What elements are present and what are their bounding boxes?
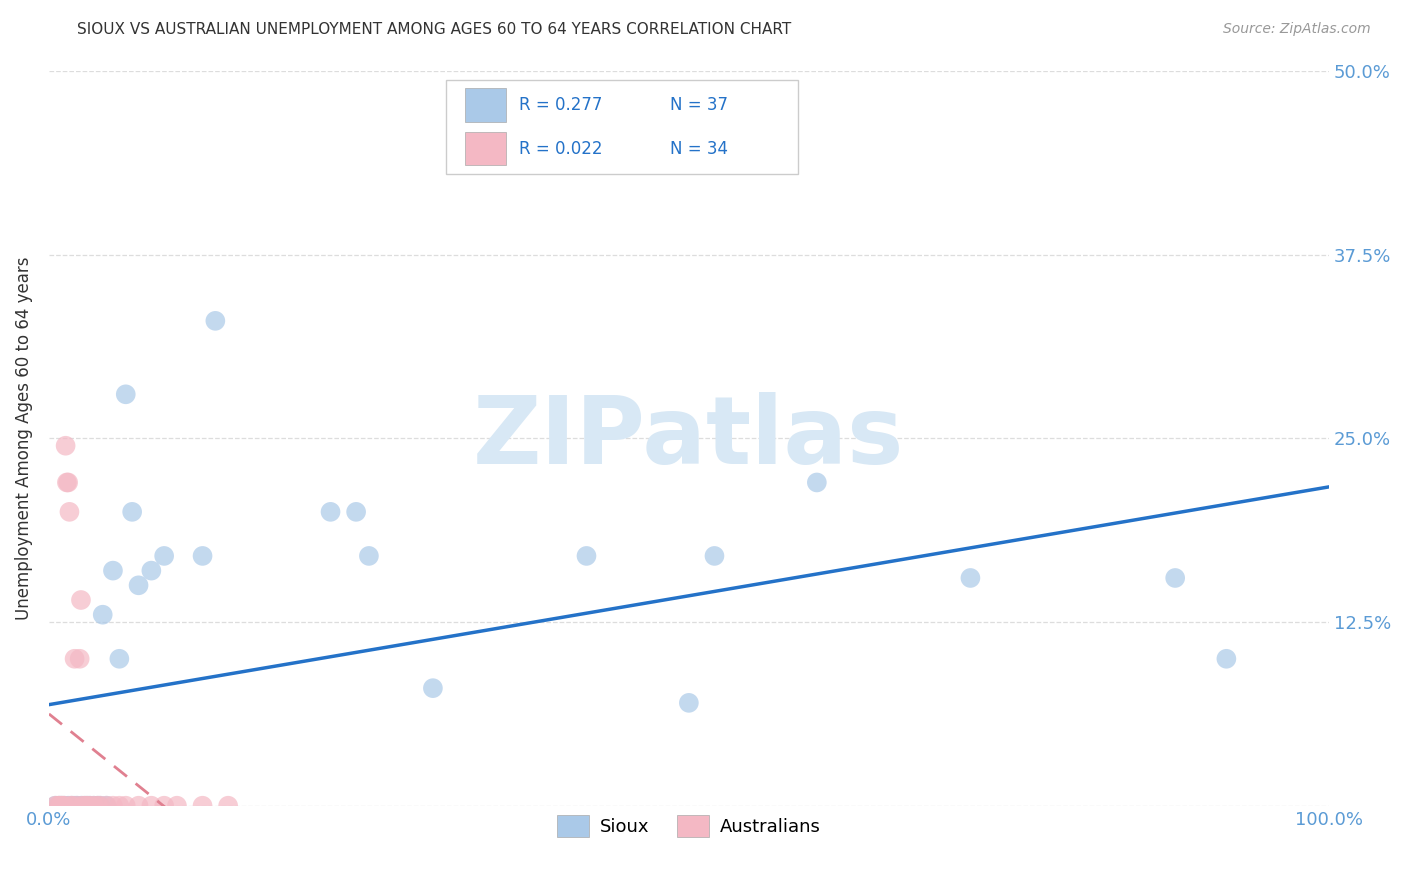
Text: ZIPatlas: ZIPatlas — [474, 392, 904, 484]
Point — [55, 439, 77, 453]
Point — [153, 798, 176, 813]
Point — [101, 798, 124, 813]
Point — [703, 549, 725, 563]
Point — [204, 314, 226, 328]
Point — [60, 798, 83, 813]
Point — [959, 571, 981, 585]
Point — [59, 798, 82, 813]
Point — [51, 798, 73, 813]
Point — [53, 798, 76, 813]
Point — [76, 798, 98, 813]
Text: Source: ZipAtlas.com: Source: ZipAtlas.com — [1223, 22, 1371, 37]
Point — [58, 505, 80, 519]
Point — [101, 564, 124, 578]
Point — [56, 798, 79, 813]
Point — [357, 549, 380, 563]
Point — [69, 652, 91, 666]
Point — [1215, 652, 1237, 666]
Point — [63, 652, 86, 666]
Point — [56, 475, 79, 490]
Point — [46, 798, 69, 813]
Point — [108, 652, 131, 666]
Legend: Sioux, Australians: Sioux, Australians — [550, 808, 828, 845]
Point — [83, 798, 105, 813]
Text: R = 0.277: R = 0.277 — [519, 96, 602, 114]
Text: N = 37: N = 37 — [669, 96, 728, 114]
Point — [79, 798, 101, 813]
Point — [806, 475, 828, 490]
Point — [56, 475, 79, 490]
Point — [63, 798, 86, 813]
Point — [114, 387, 136, 401]
Point — [48, 798, 70, 813]
Point — [91, 607, 114, 622]
Point — [191, 798, 214, 813]
Point — [319, 505, 342, 519]
Point — [128, 798, 150, 813]
Point — [51, 798, 73, 813]
Text: N = 34: N = 34 — [669, 139, 728, 158]
Point — [70, 593, 93, 607]
Point — [89, 798, 111, 813]
Point — [86, 798, 108, 813]
Point — [166, 798, 188, 813]
Y-axis label: Unemployment Among Ages 60 to 64 years: Unemployment Among Ages 60 to 64 years — [15, 257, 32, 620]
Text: R = 0.022: R = 0.022 — [519, 139, 602, 158]
Text: SIOUX VS AUSTRALIAN UNEMPLOYMENT AMONG AGES 60 TO 64 YEARS CORRELATION CHART: SIOUX VS AUSTRALIAN UNEMPLOYMENT AMONG A… — [77, 22, 792, 37]
Point — [52, 798, 75, 813]
Point — [114, 798, 136, 813]
Point — [678, 696, 700, 710]
Point — [70, 798, 93, 813]
Point — [79, 798, 101, 813]
Point — [48, 798, 70, 813]
FancyBboxPatch shape — [446, 80, 797, 174]
Point — [83, 798, 105, 813]
Point — [96, 798, 118, 813]
Point — [44, 798, 66, 813]
Point — [70, 798, 93, 813]
FancyBboxPatch shape — [465, 88, 506, 122]
Point — [422, 681, 444, 695]
FancyBboxPatch shape — [465, 132, 506, 165]
Point — [1164, 571, 1187, 585]
Point — [141, 564, 163, 578]
Point — [66, 798, 89, 813]
Point — [575, 549, 598, 563]
Point — [128, 578, 150, 592]
Point — [44, 798, 66, 813]
Point — [73, 798, 96, 813]
Point — [53, 798, 76, 813]
Point — [191, 549, 214, 563]
Point — [73, 798, 96, 813]
Point — [108, 798, 131, 813]
Point — [141, 798, 163, 813]
Point — [60, 798, 83, 813]
Point — [66, 798, 89, 813]
Point — [49, 798, 72, 813]
Point — [96, 798, 118, 813]
Point — [153, 549, 176, 563]
Point — [86, 798, 108, 813]
Point — [89, 798, 111, 813]
Point — [217, 798, 239, 813]
Point — [76, 798, 98, 813]
Point — [121, 505, 143, 519]
Point — [344, 505, 367, 519]
